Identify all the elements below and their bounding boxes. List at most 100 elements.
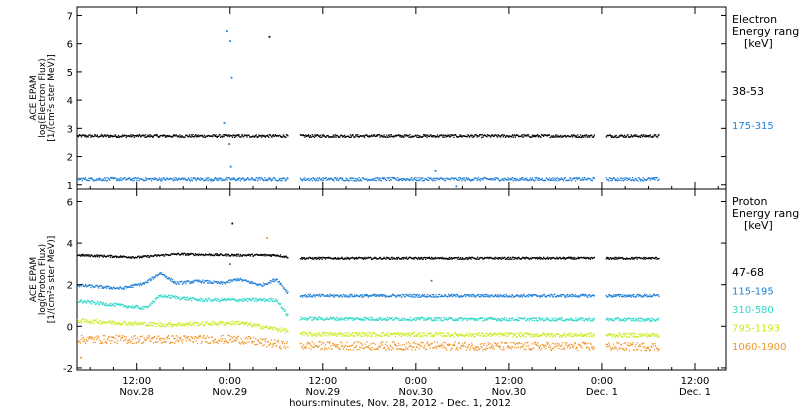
series-electron-38-53 bbox=[77, 133, 660, 139]
data-point bbox=[237, 321, 240, 323]
data-point bbox=[283, 307, 285, 310]
data-point bbox=[548, 134, 551, 136]
data-point bbox=[208, 323, 211, 325]
data-point bbox=[627, 257, 629, 260]
data-point bbox=[489, 178, 491, 180]
data-point bbox=[409, 134, 411, 136]
data-point bbox=[590, 256, 592, 259]
data-point bbox=[365, 334, 367, 336]
data-point bbox=[187, 179, 189, 181]
data-point bbox=[479, 317, 481, 319]
data-point bbox=[115, 180, 118, 182]
data-point bbox=[453, 257, 455, 260]
data-point bbox=[239, 322, 241, 325]
data-point bbox=[478, 317, 480, 320]
data-point bbox=[110, 304, 112, 306]
data-point bbox=[531, 136, 533, 138]
data-point bbox=[373, 294, 375, 296]
data-point bbox=[494, 318, 496, 320]
data-point bbox=[88, 321, 90, 323]
data-point bbox=[204, 280, 207, 282]
data-point bbox=[547, 294, 549, 297]
data-point bbox=[538, 257, 540, 260]
data-point bbox=[355, 178, 357, 180]
data-point bbox=[231, 136, 234, 138]
data-point bbox=[514, 256, 516, 259]
data-point bbox=[280, 283, 282, 285]
data-point bbox=[518, 295, 520, 297]
data-point bbox=[207, 323, 209, 326]
data-point bbox=[520, 258, 522, 260]
data-point bbox=[217, 179, 219, 182]
data-point bbox=[494, 332, 497, 334]
data-point bbox=[453, 257, 456, 259]
data-point bbox=[523, 178, 526, 181]
data-point bbox=[462, 295, 464, 297]
data-point bbox=[123, 305, 126, 307]
data-point bbox=[138, 257, 141, 259]
data-point bbox=[564, 134, 566, 137]
data-point bbox=[314, 256, 317, 259]
data-point bbox=[332, 134, 335, 136]
data-point bbox=[527, 179, 529, 182]
data-point bbox=[563, 334, 565, 336]
data-point bbox=[241, 134, 244, 136]
data-point bbox=[540, 136, 542, 139]
data-point bbox=[427, 256, 429, 259]
data-point bbox=[93, 255, 95, 257]
data-point bbox=[320, 317, 322, 319]
data-point bbox=[453, 293, 455, 296]
data-point bbox=[550, 136, 552, 139]
data-point bbox=[497, 296, 499, 298]
data-point bbox=[511, 317, 513, 319]
data-point bbox=[237, 279, 239, 281]
data-point bbox=[248, 297, 250, 300]
data-point bbox=[218, 177, 220, 179]
data-point bbox=[417, 136, 420, 139]
data-point bbox=[497, 134, 499, 136]
data-point bbox=[165, 295, 167, 298]
data-point bbox=[535, 319, 538, 321]
data-point bbox=[240, 136, 242, 138]
data-point bbox=[463, 179, 465, 181]
data-point bbox=[125, 134, 127, 137]
data-point bbox=[631, 317, 633, 320]
data-point bbox=[268, 177, 270, 179]
data-point bbox=[515, 336, 518, 338]
outlier-point-electron bbox=[229, 40, 231, 42]
data-point bbox=[107, 255, 110, 257]
data-point bbox=[175, 178, 178, 180]
data-point bbox=[370, 134, 373, 136]
data-point bbox=[177, 178, 179, 181]
data-point bbox=[141, 256, 143, 258]
data-point bbox=[529, 333, 532, 335]
data-point bbox=[503, 334, 505, 336]
data-point bbox=[536, 256, 538, 259]
data-point bbox=[191, 324, 193, 326]
data-point bbox=[250, 253, 252, 256]
data-point bbox=[273, 278, 275, 280]
data-point bbox=[370, 295, 373, 297]
data-point bbox=[128, 176, 130, 179]
data-point bbox=[135, 178, 137, 180]
data-point bbox=[550, 334, 553, 336]
data-point bbox=[462, 335, 464, 337]
data-point bbox=[519, 295, 522, 297]
data-point bbox=[338, 334, 340, 336]
data-point bbox=[359, 319, 361, 321]
data-point bbox=[320, 293, 323, 296]
data-point bbox=[523, 257, 525, 259]
data-point bbox=[304, 334, 306, 336]
data-point bbox=[181, 297, 183, 299]
data-point bbox=[196, 299, 199, 301]
data-point bbox=[620, 177, 623, 179]
data-point bbox=[140, 136, 142, 138]
data-point bbox=[136, 323, 138, 325]
data-point bbox=[502, 257, 504, 259]
data-point bbox=[583, 320, 586, 322]
data-point bbox=[646, 319, 648, 321]
data-point bbox=[450, 317, 452, 319]
data-point bbox=[134, 256, 136, 259]
data-point bbox=[637, 256, 639, 259]
data-point bbox=[88, 300, 90, 303]
